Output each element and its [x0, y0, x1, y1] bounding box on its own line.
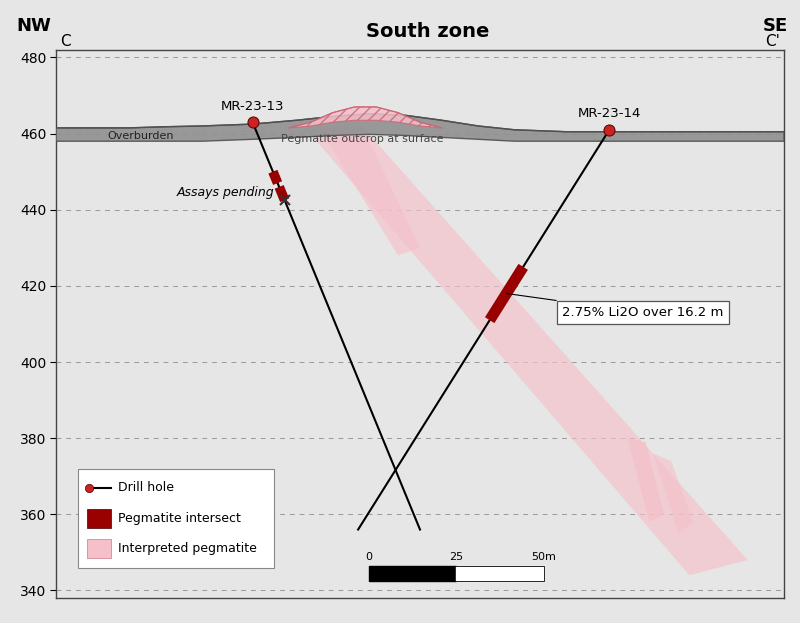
Polygon shape	[627, 438, 664, 522]
Text: 2.75% Li2O over 16.2 m: 2.75% Li2O over 16.2 m	[506, 293, 723, 319]
Text: MR-23-14: MR-23-14	[578, 107, 641, 120]
Text: Pegmatite outcrop at surface: Pegmatite outcrop at surface	[281, 128, 443, 143]
Text: 25: 25	[450, 552, 463, 562]
Text: Pegmatite intersect: Pegmatite intersect	[118, 511, 241, 525]
Text: C: C	[60, 34, 70, 49]
Text: 0: 0	[366, 552, 373, 562]
Text: Drill hole: Drill hole	[118, 481, 174, 494]
Polygon shape	[318, 126, 420, 255]
Bar	[87, 539, 110, 558]
Text: Interpreted pegmatite: Interpreted pegmatite	[118, 542, 257, 555]
Text: Assays pending: Assays pending	[177, 186, 274, 199]
Polygon shape	[289, 107, 442, 128]
Bar	[87, 508, 110, 528]
Text: Overburden: Overburden	[107, 130, 174, 141]
Text: SE: SE	[762, 17, 788, 36]
Text: MR-23-13: MR-23-13	[221, 100, 284, 113]
Polygon shape	[653, 454, 693, 533]
Text: NW: NW	[16, 17, 51, 36]
Polygon shape	[56, 114, 784, 141]
Text: C': C'	[765, 34, 780, 49]
FancyBboxPatch shape	[78, 468, 274, 568]
Polygon shape	[303, 126, 747, 575]
Bar	[369, 566, 544, 581]
Text: 50m: 50m	[531, 552, 556, 562]
Text: South zone: South zone	[366, 22, 490, 40]
